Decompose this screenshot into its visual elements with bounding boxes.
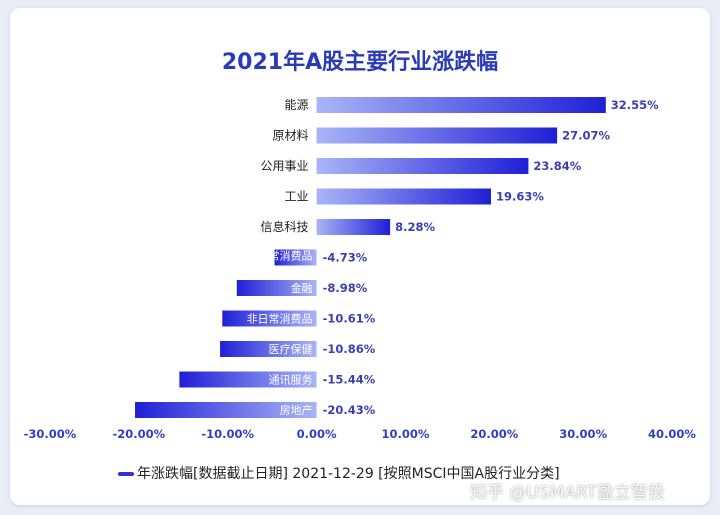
watermark: 知乎 @USMART盈立智投	[470, 483, 665, 503]
category-label: 房地产	[280, 403, 313, 417]
bar-9	[220, 341, 317, 357]
x-tick-label: 0.00%	[297, 427, 337, 441]
category-label: 金融	[291, 281, 313, 295]
value-label: -10.61%	[323, 312, 376, 326]
bar-7	[236, 280, 317, 296]
category-label: 工业	[285, 190, 309, 204]
category-label: 非日常消费品	[247, 312, 313, 326]
category-label: 能源	[285, 98, 309, 112]
bar-2	[316, 127, 558, 144]
legend: 年涨跌幅[数据截止日期] 2021-12-29 [按照MSCI中国A股行业分类]	[118, 463, 560, 483]
bar-4	[316, 188, 491, 205]
category-label: 公用事业	[261, 159, 309, 173]
value-label: -4.73%	[323, 251, 368, 265]
value-label: 32.55%	[611, 98, 659, 112]
bar-5	[316, 219, 391, 235]
bar-10	[179, 371, 317, 388]
x-tick-label: 10.00%	[381, 427, 429, 441]
chart-title: 2021年A股主要行业涨跌幅	[221, 50, 499, 75]
value-label: 27.07%	[562, 129, 610, 143]
x-tick-label: -10.00%	[201, 427, 254, 441]
chart-card	[10, 8, 710, 505]
bar-1	[316, 97, 606, 113]
value-label: 23.84%	[533, 159, 581, 173]
category-label: 通讯服务	[269, 374, 313, 387]
value-label: 8.28%	[395, 220, 435, 234]
category-label: 日常消费品	[258, 249, 313, 263]
bar-8	[222, 310, 317, 327]
x-tick-label: 20.00%	[470, 427, 518, 441]
x-tick-label: 40.00%	[648, 427, 696, 441]
legend-swatch	[118, 472, 134, 476]
value-label: -15.44%	[323, 373, 376, 387]
x-tick-label: -30.00%	[24, 427, 77, 441]
x-tick-label: 30.00%	[559, 427, 607, 441]
x-tick-label: -20.00%	[113, 427, 166, 441]
bar-11	[135, 402, 317, 418]
value-label: -20.43%	[323, 403, 376, 417]
bar-6	[274, 249, 317, 266]
value-label: -8.98%	[323, 281, 368, 295]
value-label: 19.63%	[496, 190, 544, 204]
bar-3	[316, 158, 529, 174]
category-label: 信息科技	[261, 219, 309, 234]
category-label: 医疗保健	[269, 342, 313, 356]
legend-label: 年涨跌幅[数据截止日期] 2021-12-29 [按照MSCI中国A股行业分类]	[137, 466, 560, 482]
value-label: -10.86%	[323, 342, 376, 356]
category-label: 原材料	[273, 129, 309, 143]
